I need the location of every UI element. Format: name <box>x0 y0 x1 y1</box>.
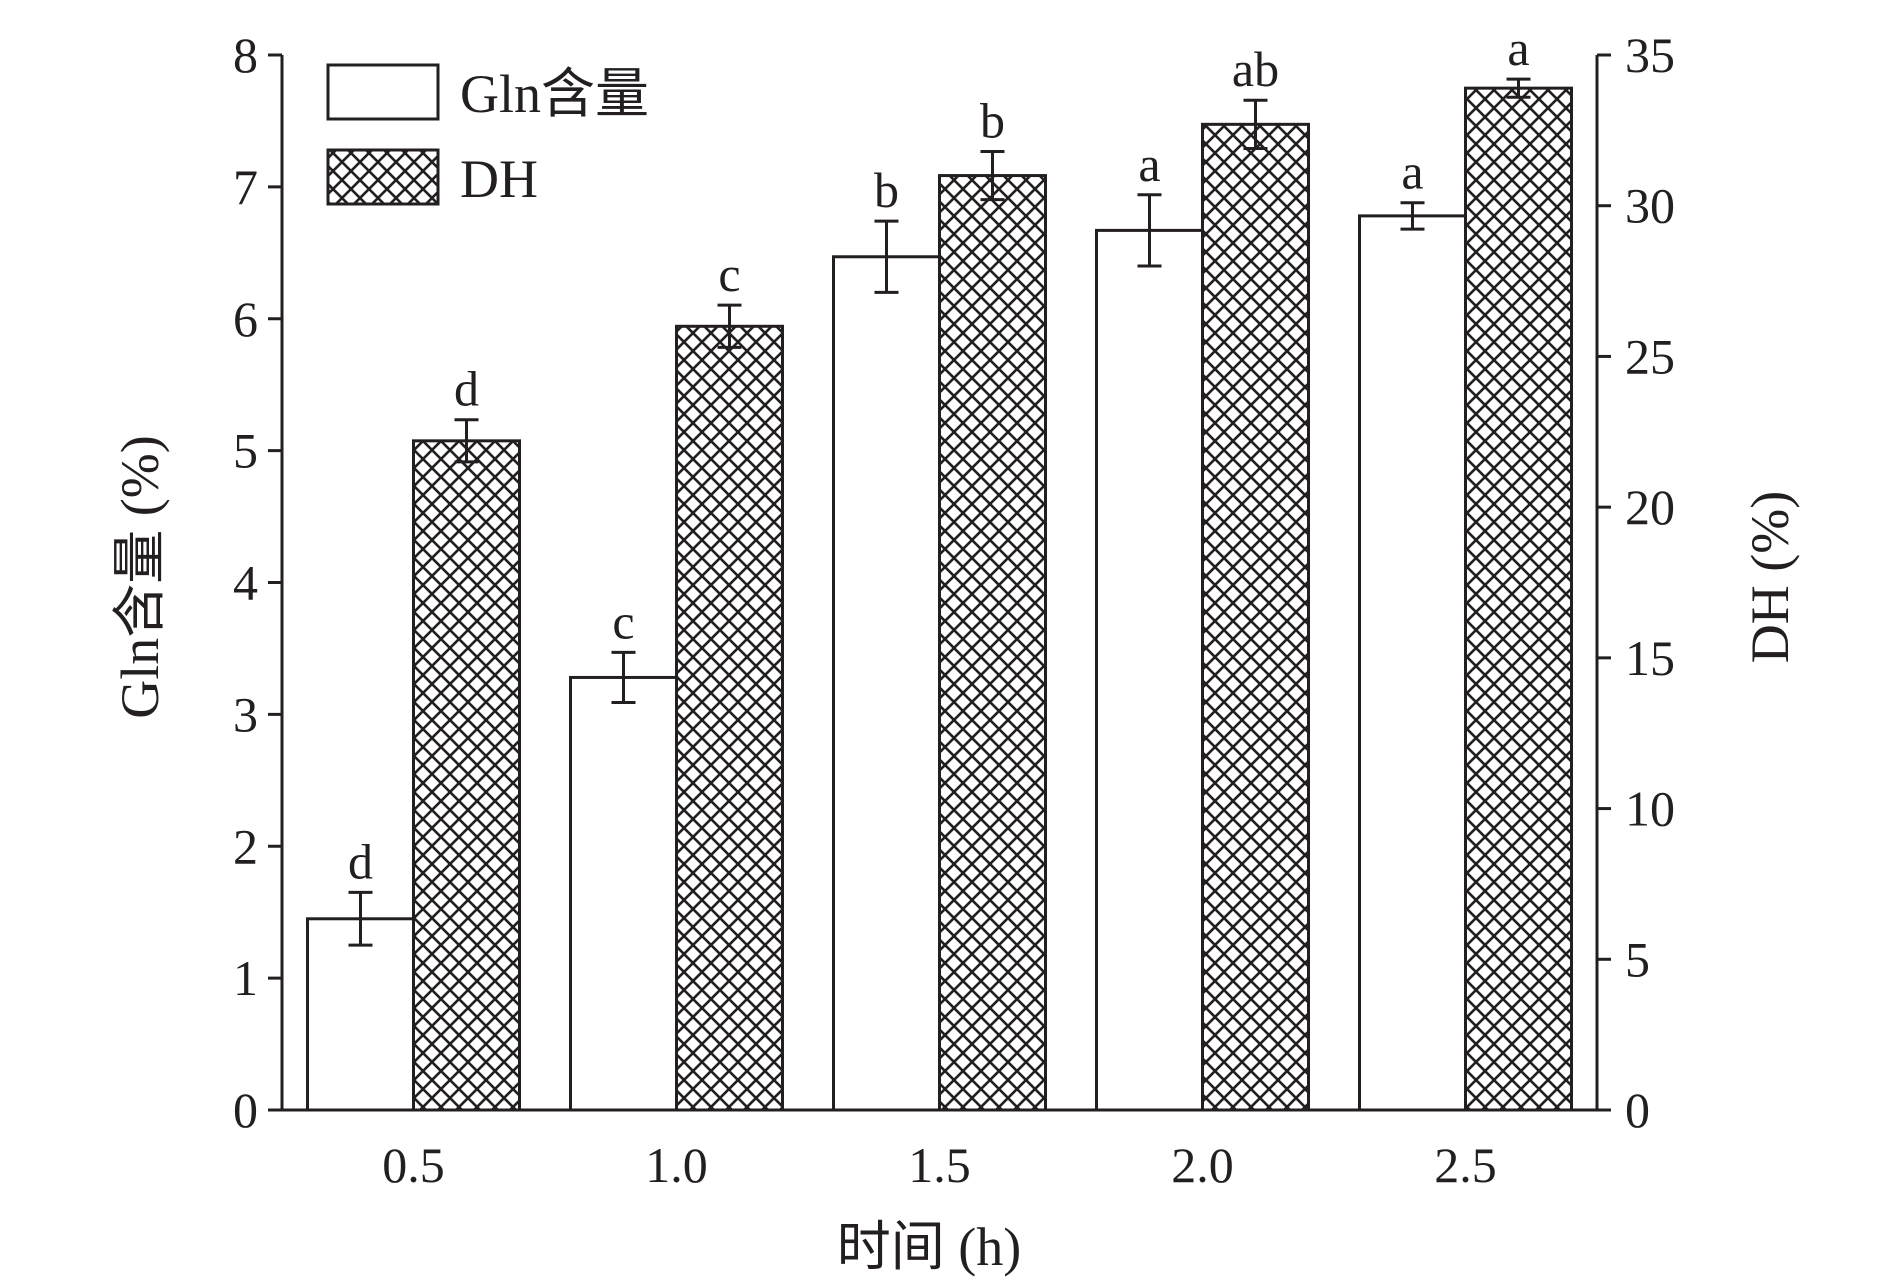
bar-gln <box>832 255 941 1112</box>
right-y-axis-title: DH (%) <box>1740 491 1800 663</box>
bar-dh <box>938 174 1047 1112</box>
bar-gln <box>1095 228 1204 1112</box>
error-bars-layer <box>348 77 1531 947</box>
bar-dh <box>675 324 784 1112</box>
right-y-tick-label: 0 <box>1625 1082 1650 1138</box>
left-y-ticks: 0 1 2 3 4 5 6 7 8 <box>233 27 282 1138</box>
x-tick-label: 0.5 <box>382 1137 445 1193</box>
significance-label: d <box>348 833 373 889</box>
significance-label: a <box>1507 20 1529 76</box>
bar-gln <box>306 917 415 1112</box>
significance-labels-layer: d c b a a d c b ab a <box>348 20 1530 889</box>
bars-layer <box>306 86 1573 1112</box>
left-y-tick-label: 1 <box>233 950 258 1006</box>
right-y-tick-label: 35 <box>1625 27 1675 83</box>
left-y-tick-label: 5 <box>233 423 258 479</box>
left-y-tick-label: 3 <box>233 686 258 742</box>
significance-label: ab <box>1232 41 1279 97</box>
x-tick-label: 2.0 <box>1171 1137 1234 1193</box>
right-y-tick-label: 10 <box>1625 781 1675 837</box>
left-y-tick-label: 8 <box>233 27 258 83</box>
left-y-tick-label: 7 <box>233 159 258 215</box>
significance-label: b <box>874 162 899 218</box>
x-axis-title: 时间 (h) <box>837 1217 1021 1277</box>
x-tick-label: 1.0 <box>645 1137 708 1193</box>
right-y-tick-label: 5 <box>1625 931 1650 987</box>
right-y-tick-label: 15 <box>1625 630 1675 686</box>
bar-dh <box>1201 122 1310 1112</box>
x-tick-label: 2.5 <box>1434 1137 1497 1193</box>
legend: Gln含量 DH <box>326 63 649 209</box>
bar-gln <box>1358 214 1467 1112</box>
significance-label: c <box>612 593 634 649</box>
significance-label: c <box>718 246 740 302</box>
x-ticks: 0.5 1.0 1.5 2.0 2.5 <box>382 1137 1497 1193</box>
right-y-tick-label: 30 <box>1625 178 1675 234</box>
significance-label: a <box>1401 144 1423 200</box>
significance-label: d <box>454 361 479 417</box>
significance-label: b <box>980 92 1005 148</box>
legend-swatch-dh <box>326 148 440 206</box>
right-y-ticks: 0 5 10 15 20 25 30 35 <box>1597 27 1675 1138</box>
left-y-tick-label: 4 <box>233 555 258 611</box>
legend-label-dh: DH <box>460 149 538 209</box>
significance-label: a <box>1138 136 1160 192</box>
legend-label-gln: Gln含量 <box>460 64 649 124</box>
left-y-tick-label: 6 <box>233 291 258 347</box>
x-tick-label: 1.5 <box>908 1137 971 1193</box>
bar-dh <box>1464 86 1573 1112</box>
bar-dh <box>412 439 521 1112</box>
left-y-axis-title: Gln含量 (%) <box>110 435 170 718</box>
left-y-tick-label: 2 <box>233 818 258 874</box>
right-y-tick-label: 20 <box>1625 479 1675 535</box>
legend-swatch-gln <box>326 63 440 121</box>
bar-gln <box>569 675 678 1112</box>
left-y-tick-label: 0 <box>233 1082 258 1138</box>
right-y-tick-label: 25 <box>1625 328 1675 384</box>
